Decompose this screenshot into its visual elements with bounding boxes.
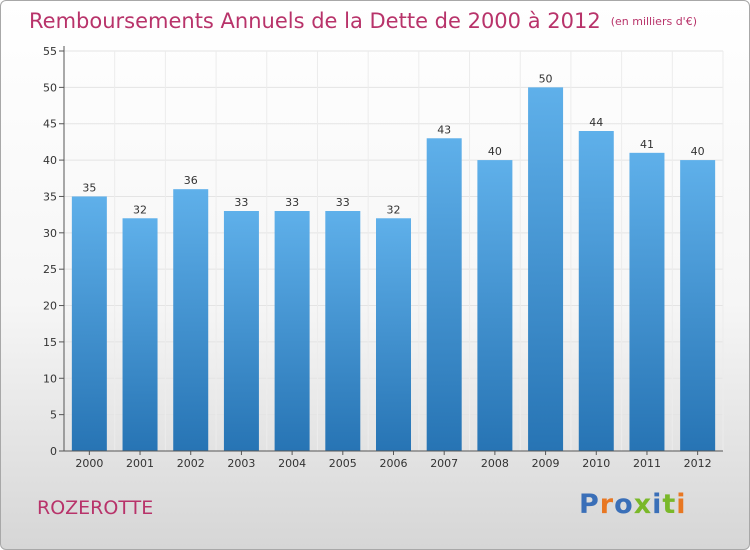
y-tick-label: 0 (50, 445, 57, 458)
y-tick-label: 55 (43, 45, 57, 58)
y-tick-label: 5 (50, 409, 57, 422)
x-tick-label: 2004 (278, 457, 306, 470)
data-label: 32 (133, 203, 147, 216)
data-label: 36 (184, 174, 198, 187)
logo-letter: r (599, 489, 615, 520)
bar-2006 (376, 218, 411, 451)
logo-letter: i (676, 489, 687, 520)
y-tick-label: 25 (43, 263, 57, 276)
x-tick-label: 2011 (633, 457, 661, 470)
bar-2010 (578, 131, 614, 451)
logo-letter: o (614, 489, 634, 520)
data-label: 40 (488, 145, 502, 158)
logo-letter: P (579, 489, 600, 520)
bar-2008 (477, 160, 513, 451)
bar-2001 (122, 218, 158, 451)
data-label: 33 (285, 196, 299, 209)
data-label: 33 (234, 196, 248, 209)
bar-2002 (173, 189, 209, 451)
logo-letter: x (633, 489, 653, 520)
bar-2012 (680, 160, 716, 451)
data-label: 32 (387, 203, 401, 216)
y-tick-label: 35 (43, 190, 57, 203)
labels: 0 5 10 15 20 25 30 35 40 45 50 55 35 2000 32 2001 36 2002… (43, 45, 712, 470)
y-tick-label: 30 (43, 227, 57, 240)
bar-2000 (71, 196, 107, 451)
data-label: 50 (539, 72, 553, 85)
x-tick-label: 2012 (684, 457, 712, 470)
y-tick-label: 45 (43, 118, 57, 131)
bars (71, 87, 716, 452)
bar-2004 (274, 211, 310, 451)
logo-letter: t (662, 489, 677, 520)
x-tick-label: 2005 (329, 457, 357, 470)
title-text: Remboursements Annuels de la Dette de 20… (29, 9, 601, 33)
x-tick-label: 2010 (582, 457, 610, 470)
unit-label: (en milliers d'€) (610, 15, 697, 28)
bar-2011 (629, 152, 665, 451)
commune-name: ROZEROTTE (37, 497, 154, 519)
bar-2009 (528, 87, 564, 451)
x-tick-label: 2008 (481, 457, 509, 470)
x-tick-label: 2006 (380, 457, 408, 470)
y-tick-label: 40 (43, 154, 57, 167)
x-tick-label: 2000 (75, 457, 103, 470)
data-label: 35 (82, 181, 96, 194)
x-tick-label: 2001 (126, 457, 154, 470)
bar-2003 (223, 211, 259, 451)
chart-title: Remboursements Annuels de la Dette de 20… (29, 9, 697, 33)
y-tick-label: 10 (43, 372, 57, 385)
proxiti-logo: Proxiti (579, 489, 687, 520)
y-tick-label: 50 (43, 81, 57, 94)
data-label: 43 (437, 123, 451, 136)
y-tick-label: 20 (43, 300, 57, 313)
data-label: 33 (336, 196, 350, 209)
bar-2007 (426, 138, 462, 452)
data-label: 44 (589, 116, 603, 129)
logo-letter: i (652, 489, 663, 520)
data-label: 40 (691, 145, 705, 158)
axes (59, 46, 723, 455)
y-tick-label: 15 (43, 336, 57, 349)
x-tick-label: 2002 (177, 457, 205, 470)
data-label: 41 (640, 138, 654, 151)
x-tick-label: 2003 (227, 457, 255, 470)
x-tick-label: 2007 (430, 457, 458, 470)
x-tick-label: 2009 (532, 457, 560, 470)
bar-2005 (325, 211, 361, 451)
